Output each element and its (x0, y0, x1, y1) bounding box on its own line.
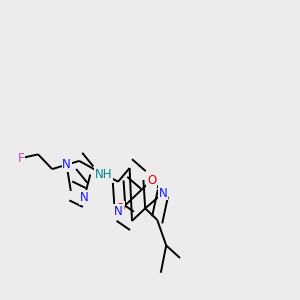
Text: NH: NH (95, 168, 112, 181)
Text: N: N (158, 187, 167, 200)
Text: F: F (18, 152, 24, 165)
Text: O: O (116, 202, 124, 215)
Text: O: O (147, 173, 156, 187)
Text: N: N (62, 158, 71, 171)
Text: N: N (80, 191, 89, 204)
Text: N: N (114, 205, 123, 218)
